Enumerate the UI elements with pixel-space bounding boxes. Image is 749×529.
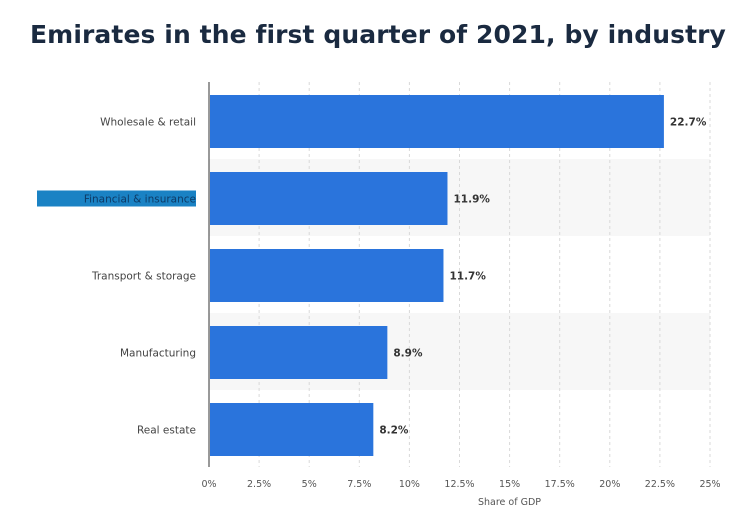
bar[interactable]: [210, 172, 448, 225]
x-tick-label: 25%: [699, 479, 720, 490]
value-label: 8.9%: [393, 348, 423, 360]
x-tick-label: 10%: [399, 479, 420, 490]
chart-title: Emirates in the first quarter of 2021, b…: [30, 20, 726, 49]
value-label: 22.7%: [670, 117, 707, 129]
category-label: Transport & storage: [91, 271, 196, 283]
bar[interactable]: [210, 403, 374, 456]
bar[interactable]: [210, 249, 444, 302]
x-tick-labels: 0% 2.5% 5% 7.5% 10% 12.5% 15% 17.5% 20% 22.5% 25%: [201, 479, 720, 490]
category-labels: Wholesale & retail Financial & insurance T…: [37, 117, 196, 437]
x-tick-label: 0%: [201, 479, 216, 490]
category-label: Financial & insurance: [84, 194, 196, 206]
value-label: 8.2%: [379, 425, 409, 437]
x-tick-label: 7.5%: [347, 479, 371, 490]
category-label-highlight: [37, 190, 196, 207]
x-tick-label: 20%: [599, 479, 620, 490]
bar[interactable]: [210, 326, 388, 379]
category-label: Real estate: [137, 425, 196, 437]
value-label: 11.9%: [453, 194, 490, 206]
value-label: 11.7%: [449, 271, 486, 283]
x-tick-label: 15%: [499, 479, 520, 490]
x-tick-label: 22.5%: [645, 479, 675, 490]
x-tick-label: 2.5%: [247, 479, 271, 490]
x-tick-label: 12.5%: [444, 479, 474, 490]
value-labels: 22.7% 11.9% 11.7% 8.9% 8.2%: [379, 117, 706, 437]
bars: [210, 95, 664, 456]
category-label: Wholesale & retail: [100, 117, 196, 129]
bar[interactable]: [210, 95, 664, 148]
x-tick-label: 17.5%: [545, 479, 575, 490]
x-tick-label: 5%: [302, 479, 317, 490]
category-label: Manufacturing: [120, 348, 196, 360]
x-axis-title: Share of GDP: [478, 497, 541, 508]
